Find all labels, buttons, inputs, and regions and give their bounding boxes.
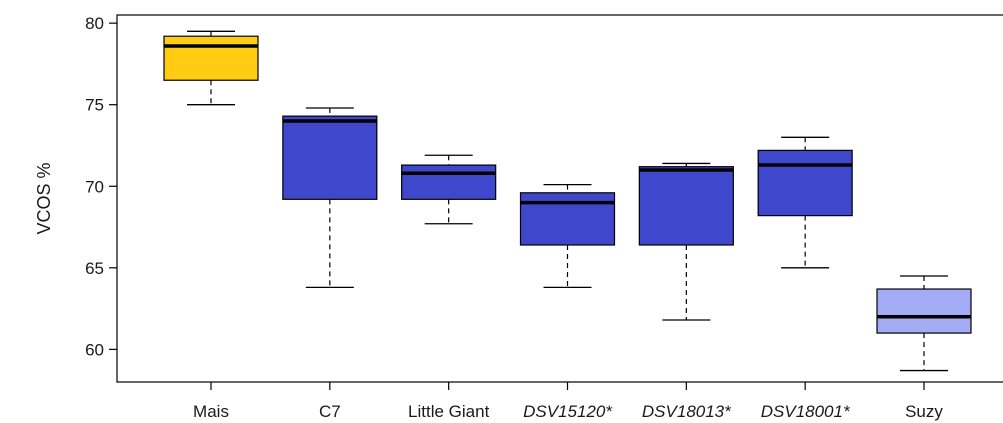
- box-group: [638, 162, 734, 321]
- box-group: [876, 275, 972, 372]
- x-tick-label: DSV18013*: [642, 402, 732, 421]
- box: [638, 166, 734, 246]
- y-tick-label: 65: [85, 259, 104, 278]
- box: [876, 288, 972, 334]
- y-tick-label: 80: [85, 14, 104, 33]
- box: [757, 149, 853, 217]
- y-tick-label: 60: [85, 340, 104, 359]
- box-group: [282, 107, 378, 289]
- box: [401, 164, 497, 200]
- y-axis: 60 65 70 75 80: [85, 14, 117, 359]
- y-tick-label: 75: [85, 96, 104, 115]
- x-tick-label: Suzy: [905, 402, 943, 421]
- box: [282, 115, 378, 200]
- x-tick-label: DSV15120*: [523, 402, 613, 421]
- x-tick-label: Little Giant: [408, 402, 490, 421]
- y-tick-label: 70: [85, 177, 104, 196]
- box-group: [163, 30, 259, 106]
- box: [163, 35, 259, 81]
- x-tick-label: C7: [319, 402, 341, 421]
- boxes-layer: [163, 30, 972, 372]
- plot-frame: [116, 14, 1003, 383]
- y-axis-label: VCOS %: [34, 162, 54, 234]
- x-tick-label: DSV18001*: [761, 402, 851, 421]
- box-group: [519, 183, 616, 289]
- box-group: [401, 154, 497, 225]
- box-group: [757, 136, 853, 269]
- box: [519, 192, 616, 246]
- x-axis: Mais C7 Little Giant DSV15120* DSV18013* DSV1…: [193, 382, 943, 421]
- x-tick-label: Mais: [193, 402, 229, 421]
